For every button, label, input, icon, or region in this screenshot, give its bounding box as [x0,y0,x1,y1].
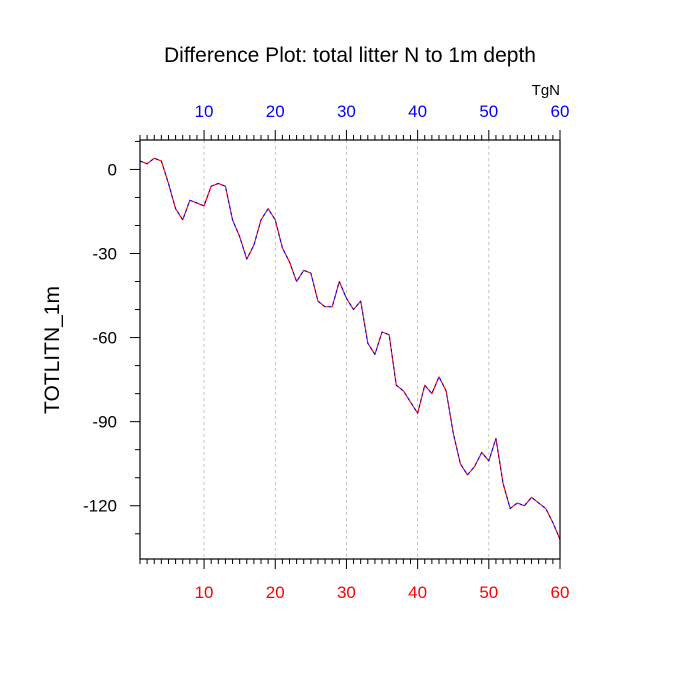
axis-ticks [130,130,561,569]
x-tick-label-bottom: 30 [337,583,356,602]
x-tick-label-top: 50 [479,102,498,121]
chart-title: Difference Plot: total litter N to 1m de… [164,44,536,67]
x-tick-label-bottom: 40 [408,583,427,602]
x-tick-label-top: 60 [551,102,570,121]
series-lines [139,157,561,540]
y-tick-label: -60 [92,329,117,348]
x-tick-label-top: 20 [266,102,285,121]
x-tick-label-top: 10 [195,102,214,121]
y-tick-label: -120 [83,497,117,516]
plot-frame [139,139,561,560]
series-line [139,157,561,540]
y-tick-label: 0 [108,160,117,179]
tick-labels: 10 10 20 20 30 30 40 40 50 50 60 60 0 -30 -60 -90 -120 [83,102,569,602]
top-axis-unit-label: TgN [532,82,560,99]
series-line-base [139,157,561,540]
y-tick-label: -30 [92,245,117,264]
x-tick-label-bottom: 20 [266,583,285,602]
x-tick-label-bottom: 10 [195,583,214,602]
x-tick-label-top: 30 [337,102,356,121]
x-tick-label-bottom: 60 [551,583,570,602]
grid-lines [203,140,490,559]
y-axis-label: TOTLITN_1m [41,286,64,414]
y-tick-label: -90 [92,413,117,432]
x-tick-label-bottom: 50 [479,583,498,602]
x-tick-label-top: 40 [408,102,427,121]
